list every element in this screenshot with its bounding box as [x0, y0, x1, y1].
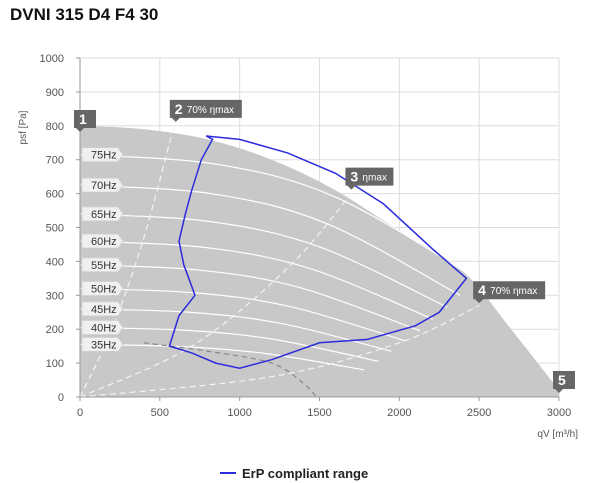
speed-curve — [79, 326, 379, 362]
frequency-tag: 60Hz — [81, 233, 124, 249]
marker-number: 4 — [478, 282, 486, 298]
x-tick-label: 500 — [151, 407, 169, 419]
speed-curve — [79, 154, 477, 279]
marker-number: 3 — [350, 169, 358, 185]
x-tick-label: 1000 — [227, 407, 251, 419]
marker-1: 1 — [74, 110, 96, 133]
marker-3: 3 ηmax — [345, 167, 394, 190]
marker-5: 5 — [553, 371, 575, 394]
speed-curve — [79, 287, 406, 342]
y-tick-label: 900 — [46, 87, 64, 99]
chart-title: DVNI 315 D4 F4 30 — [10, 5, 159, 24]
frequency-label: 65Hz — [91, 209, 117, 221]
frequency-tag-bg — [81, 301, 124, 317]
frequency-tag: 35Hz — [81, 337, 124, 352]
frequency-label: 75Hz — [91, 150, 117, 162]
y-tick-label: 1000 — [40, 53, 64, 65]
frequency-tag: 45Hz — [81, 301, 124, 317]
frequency-label: 40Hz — [91, 323, 117, 335]
x-tick-label: 2000 — [387, 407, 411, 419]
speed-curve — [79, 308, 392, 352]
frequency-labels: 75Hz 70Hz 65Hz 60Hz 55Hz 50Hz 45Hz 40Hz 35Hz — [81, 147, 124, 352]
marker-text: 70% ηmax — [490, 286, 537, 297]
marker-text: ηmax — [362, 173, 386, 184]
fan-operating-area — [80, 125, 559, 398]
marker-number: 2 — [175, 101, 183, 117]
frequency-tag-bg — [81, 206, 124, 222]
y-tick-label: 300 — [46, 290, 64, 302]
marker-badge — [553, 371, 575, 394]
legend[interactable]: ErP compliant range — [220, 466, 368, 481]
frequency-tag: 75Hz — [81, 147, 124, 163]
y-tick-label: 100 — [46, 358, 64, 370]
marker-badge — [345, 167, 394, 190]
frequency-tag-bg — [81, 257, 124, 273]
frequency-tag-bg — [81, 337, 124, 352]
frequency-label: 55Hz — [91, 260, 117, 272]
frequency-tag: 70Hz — [81, 177, 124, 193]
frequency-label: 60Hz — [91, 236, 117, 248]
axes: 0 100 200 300 400 500 600 700 800 900 1000 0 500 1000… — [40, 53, 572, 419]
x-tick-label: 3000 — [547, 407, 571, 419]
erp-compliant-range — [168, 135, 468, 369]
frequency-tag: 65Hz — [81, 206, 124, 222]
frequency-label: 45Hz — [91, 304, 117, 316]
frequency-label: 70Hz — [91, 180, 117, 192]
marker-badge — [473, 281, 546, 304]
frequency-tag: 40Hz — [81, 320, 124, 335]
frequency-label: 35Hz — [91, 339, 117, 351]
legend-label: ErP compliant range — [242, 466, 368, 481]
marker-number: 5 — [558, 372, 566, 388]
marker-4: 4 70% ηmax — [473, 281, 546, 304]
marker-number: 1 — [79, 111, 87, 127]
marker-badge — [74, 110, 96, 133]
frequency-tag-bg — [81, 320, 124, 335]
frequency-tag: 50Hz — [81, 281, 124, 296]
frequency-tag-bg — [81, 177, 124, 193]
x-tick-label: 0 — [77, 407, 83, 419]
frequency-tag: 55Hz — [81, 257, 124, 273]
operating-limit-line — [143, 342, 317, 398]
y-tick-label: 600 — [46, 189, 64, 201]
y-tick-label: 800 — [46, 121, 64, 133]
marker-2: 2 70% ηmax — [169, 99, 242, 122]
efficiency-line — [79, 193, 352, 398]
marker-badge — [169, 99, 242, 122]
y-axis-label: psf [Pa] — [18, 110, 29, 144]
efficiency-lines — [79, 118, 480, 398]
speed-curve — [79, 240, 434, 320]
y-tick-label: 200 — [46, 324, 64, 336]
y-tick-label: 400 — [46, 256, 64, 268]
frequency-tag-bg — [81, 233, 124, 249]
x-tick-label: 1500 — [307, 407, 331, 419]
speed-curve — [79, 343, 365, 371]
frequency-tag-bg — [81, 147, 124, 163]
frequency-label: 50Hz — [91, 284, 117, 296]
markers: 1 2 70% ηmax 3 ηmax 4 70% ηmax 5 — [74, 99, 575, 394]
x-axis-label: qV [m³/h] — [537, 429, 578, 440]
speed-curves — [79, 154, 477, 371]
y-tick-label: 500 — [46, 223, 64, 235]
y-tick-label: 0 — [58, 392, 64, 404]
x-tick-label: 2500 — [467, 407, 491, 419]
speed-curve — [79, 213, 448, 308]
y-tick-label: 700 — [46, 155, 64, 167]
marker-text: 70% ηmax — [187, 105, 234, 116]
frequency-tag-bg — [81, 281, 124, 296]
efficiency-line — [79, 304, 480, 398]
speed-curve — [79, 184, 461, 296]
efficiency-line — [79, 118, 177, 398]
